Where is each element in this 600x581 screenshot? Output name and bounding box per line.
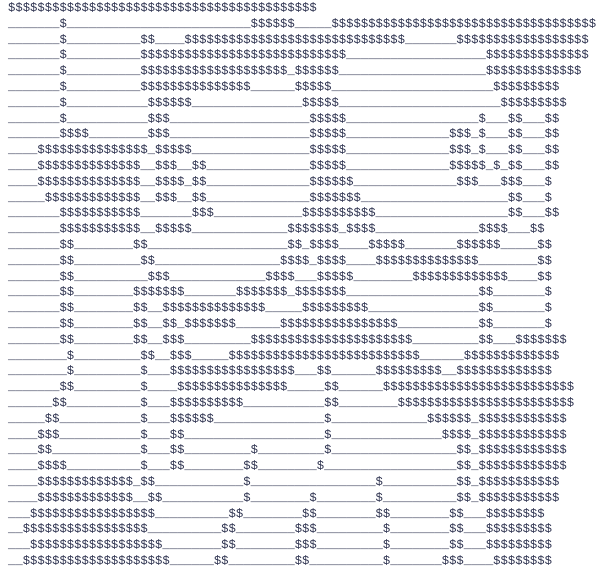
art-line: _______$$________$$$$$$$_______$$$$$$$_$… [8, 285, 552, 300]
art-line: ___$$$$$$$$$$$$$$$$$__________$$________… [8, 506, 545, 521]
art-line: _______$$$$$$$$$$$_______$$$____________… [8, 206, 560, 221]
art-line: _______$$________$$__$$$_________$$$$$$$… [8, 332, 567, 347]
art-line: _______$__________$$____$$$$$$$$$$$$$$$$… [8, 32, 589, 47]
art-line: _______$$$$$$$$$$$__$$$$$_____________$$… [8, 222, 545, 237]
art-line: ____$$$$$$$$$$$$$$__$$$$_$$_____________… [8, 174, 552, 189]
art-line: _______$$________$$___________________$$… [8, 237, 552, 252]
ascii-art: $$$$$$$$$$$$$$$$$$$$$$$$$$$$$$$$$$$$$$$$… [8, 1, 596, 570]
art-line: ____$$$$__________$___$$________$$______… [8, 459, 567, 474]
art-line: _______$$_________$____$$$$$$$$$$$$$$$__… [8, 380, 575, 395]
art-line: __$$$$$$$$$$$$$$$$$$$$______$$_________$… [8, 553, 552, 568]
art-line: ____$$$___________$___$$________________… [8, 427, 567, 442]
art-line: _______$__________$$$$$$$$$$$$$$$______$… [8, 79, 560, 94]
art-line: ____$$$$$$$$$$$$$$$_$$$$$_______________… [8, 143, 560, 158]
art-line: _______$$________$$__$$_$$$$$$$______$$$… [8, 316, 552, 331]
art-line: _______$___________$$$__________________… [8, 111, 560, 126]
art-line: ______$$__________$___$$$$$$$$$$________… [8, 395, 575, 410]
art-line: _______$_________________________$$$$$$_… [8, 16, 597, 31]
art-line: _______$$$$________$$$__________________… [8, 127, 560, 142]
art-line: _______$$________$$__$$$$$$$$$$$$$$_____… [8, 301, 552, 316]
art-line: ________$_________$$__$$$_____$$$$$$$$$$… [8, 348, 560, 363]
art-line: _______$__________$$$$$$$$$$$$$$$$$$$$_$… [8, 64, 582, 79]
art-line: ____$$$$$$$$$$$$$_$$____________$_______… [8, 474, 560, 489]
art-line: _______$___________$$$$$$_______________… [8, 95, 567, 110]
art-line: ________$_________$___$$$$$$$$$$$$$$$$$_… [8, 364, 552, 379]
art-line: _______$$__________$$$_____________$$$$_… [8, 269, 552, 284]
art-line: __$$$$$$$$$$$$$$$$$__________$$________$… [8, 522, 552, 537]
art-line: ____$$____________$___$$_________$______… [8, 443, 567, 458]
art-line: ___$$$$$$$$$$$$$$$$$$________$$________$… [8, 538, 552, 553]
art-line: _______$$_________$$_________________$$$… [8, 253, 552, 268]
art-line: ____$$$$$$$$$$$$$__$$___________$_______… [8, 490, 560, 505]
art-line: _____$$___________$___$$$$$$____________… [8, 411, 567, 426]
art-line: ____$$$$$$$$$$$$$$__$$$__$$_____________… [8, 158, 560, 173]
art-line: _______$__________$$$$$$$$$$$$$$$$$$$$$$… [8, 48, 589, 63]
art-line: $$$$$$$$$$$$$$$$$$$$$$$$$$$$$$$$$$$$$$$$… [8, 1, 317, 15]
art-line: _____$$$$$$$$$$$$$__$$$__$$_____________… [8, 190, 552, 205]
